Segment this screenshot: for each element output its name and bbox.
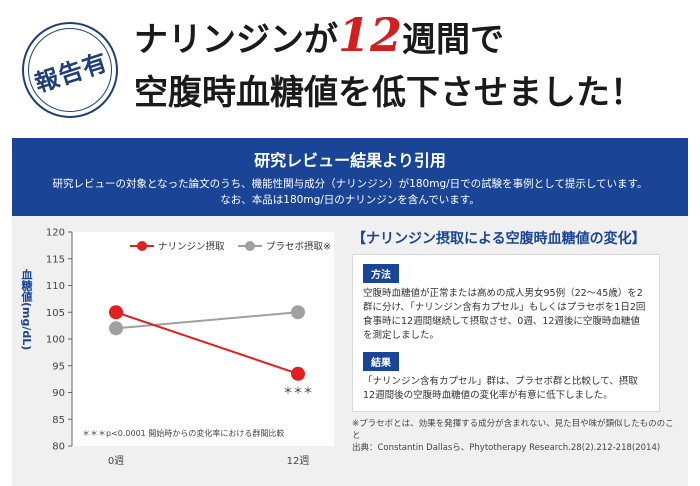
x-tick-label: 12週 <box>287 455 310 467</box>
plot-area <box>72 232 334 446</box>
y-tick-label: 90 <box>52 388 65 399</box>
significance-mark: ＊＊＊ <box>283 386 313 397</box>
data-point-placebo-1 <box>291 305 305 320</box>
banner-line2: なお、本品は180mg/日のナリンジンを含んでいます。 <box>220 194 480 206</box>
placebo-note: ※プラセボとは、効果を発揮する成分が含まれない、見た目や味が類似したもののこと <box>352 419 674 441</box>
study-summary: 【ナリンジン摂取による空腹時血糖値の変化】 方法 空腹時血糖値が正常または高めの… <box>352 222 682 454</box>
y-tick-label: 120 <box>46 228 65 239</box>
notes: ※プラセボとは、効果を発揮する成分が含まれない、見た目や味が類似したもののこと … <box>352 418 682 454</box>
headline-line1: ナリンジンが12週間で <box>134 10 694 65</box>
legend-label-naringin: ナリンジン摂取 <box>158 241 225 253</box>
banner-line1: 研究レビューの対象となった論文のうち、機能性関与成分（ナリンジン）が180mg/… <box>52 178 648 190</box>
y-tick-label: 80 <box>52 442 65 453</box>
series-line-naringin <box>115 311 299 375</box>
method-text: 空腹時血糖値が正常または高めの成人男女95例（22〜45歳）を2群に分け、「ナリ… <box>363 288 646 341</box>
banner-subtitle: 研究レビューの対象となった論文のうち、機能性関与成分（ナリンジン）が180mg/… <box>12 176 688 208</box>
x-tick-label: 0週 <box>108 455 124 467</box>
method-box: 方法 空腹時血糖値が正常または高めの成人男女95例（22〜45歳）を2群に分け、… <box>352 254 660 412</box>
legend-label-placebo: プラセボ摂取※ <box>266 241 331 253</box>
headline-line1-before: ナリンジンが <box>134 20 338 60</box>
y-axis-label-text: 血糖値(mg/dL) <box>20 269 33 351</box>
result-text: 「ナリンジン含有カプセル」群は、プラセボ群と比較して、摂取12週間後の空腹時血糖… <box>363 376 638 401</box>
y-tick-label: 100 <box>46 335 65 346</box>
chart-y-axis-label: 血糖値(mg/dL) <box>16 250 36 370</box>
headline-accent: 12 <box>338 8 403 62</box>
report-seal: 報告有 <box>22 22 118 118</box>
source-note: 出典：Constantin Dallasら、Phytotherapy Resea… <box>352 443 661 453</box>
header: 報告有 ナリンジンが12週間で 空腹時血糖値を低下させました！ <box>0 0 700 120</box>
data-point-placebo-0 <box>109 321 123 336</box>
chart-footnote: ＊＊＊p<0.0001 開始時からの変化率における群間比較 <box>82 428 284 438</box>
y-tick-label: 110 <box>46 281 65 292</box>
result-tag: 結果 <box>363 352 399 371</box>
study-banner: 研究レビュー結果より引用 研究レビューの対象となった論文のうち、機能性関与成分（… <box>12 138 688 216</box>
legend-marker-naringin <box>137 241 147 251</box>
banner-title: 研究レビュー結果より引用 <box>254 151 446 170</box>
data-point-naringin-1 <box>291 366 305 381</box>
legend-marker-placebo <box>245 241 255 251</box>
summary-title: 【ナリンジン摂取による空腹時血糖値の変化】 <box>352 231 646 247</box>
chart-svg: 80 85 90 95 100 105 110 115 120 0週 12週 ＊＊＊ ナリンジン摂取 プラ… <box>46 228 334 467</box>
headline-line2: 空腹時血糖値を低下させました！ <box>134 73 644 113</box>
y-tick-label: 95 <box>52 361 65 372</box>
headline: ナリンジンが12週間で 空腹時血糖値を低下させました！ <box>134 10 694 119</box>
series-line-placebo <box>115 311 299 330</box>
headline-line1-after: 週間で <box>402 20 505 60</box>
blood-sugar-chart: 80 85 90 95 100 105 110 115 120 0週 12週 ＊＊＊ ナリンジン摂取 プラ… <box>12 216 342 486</box>
report-seal-inner: 報告有 <box>28 28 112 112</box>
y-tick-label: 105 <box>46 308 65 319</box>
method-tag: 方法 <box>363 264 399 283</box>
y-tick-label: 85 <box>52 415 65 426</box>
data-point-naringin-0 <box>109 305 123 320</box>
y-tick-label: 115 <box>46 254 65 265</box>
report-seal-text: 報告有 <box>30 46 111 98</box>
